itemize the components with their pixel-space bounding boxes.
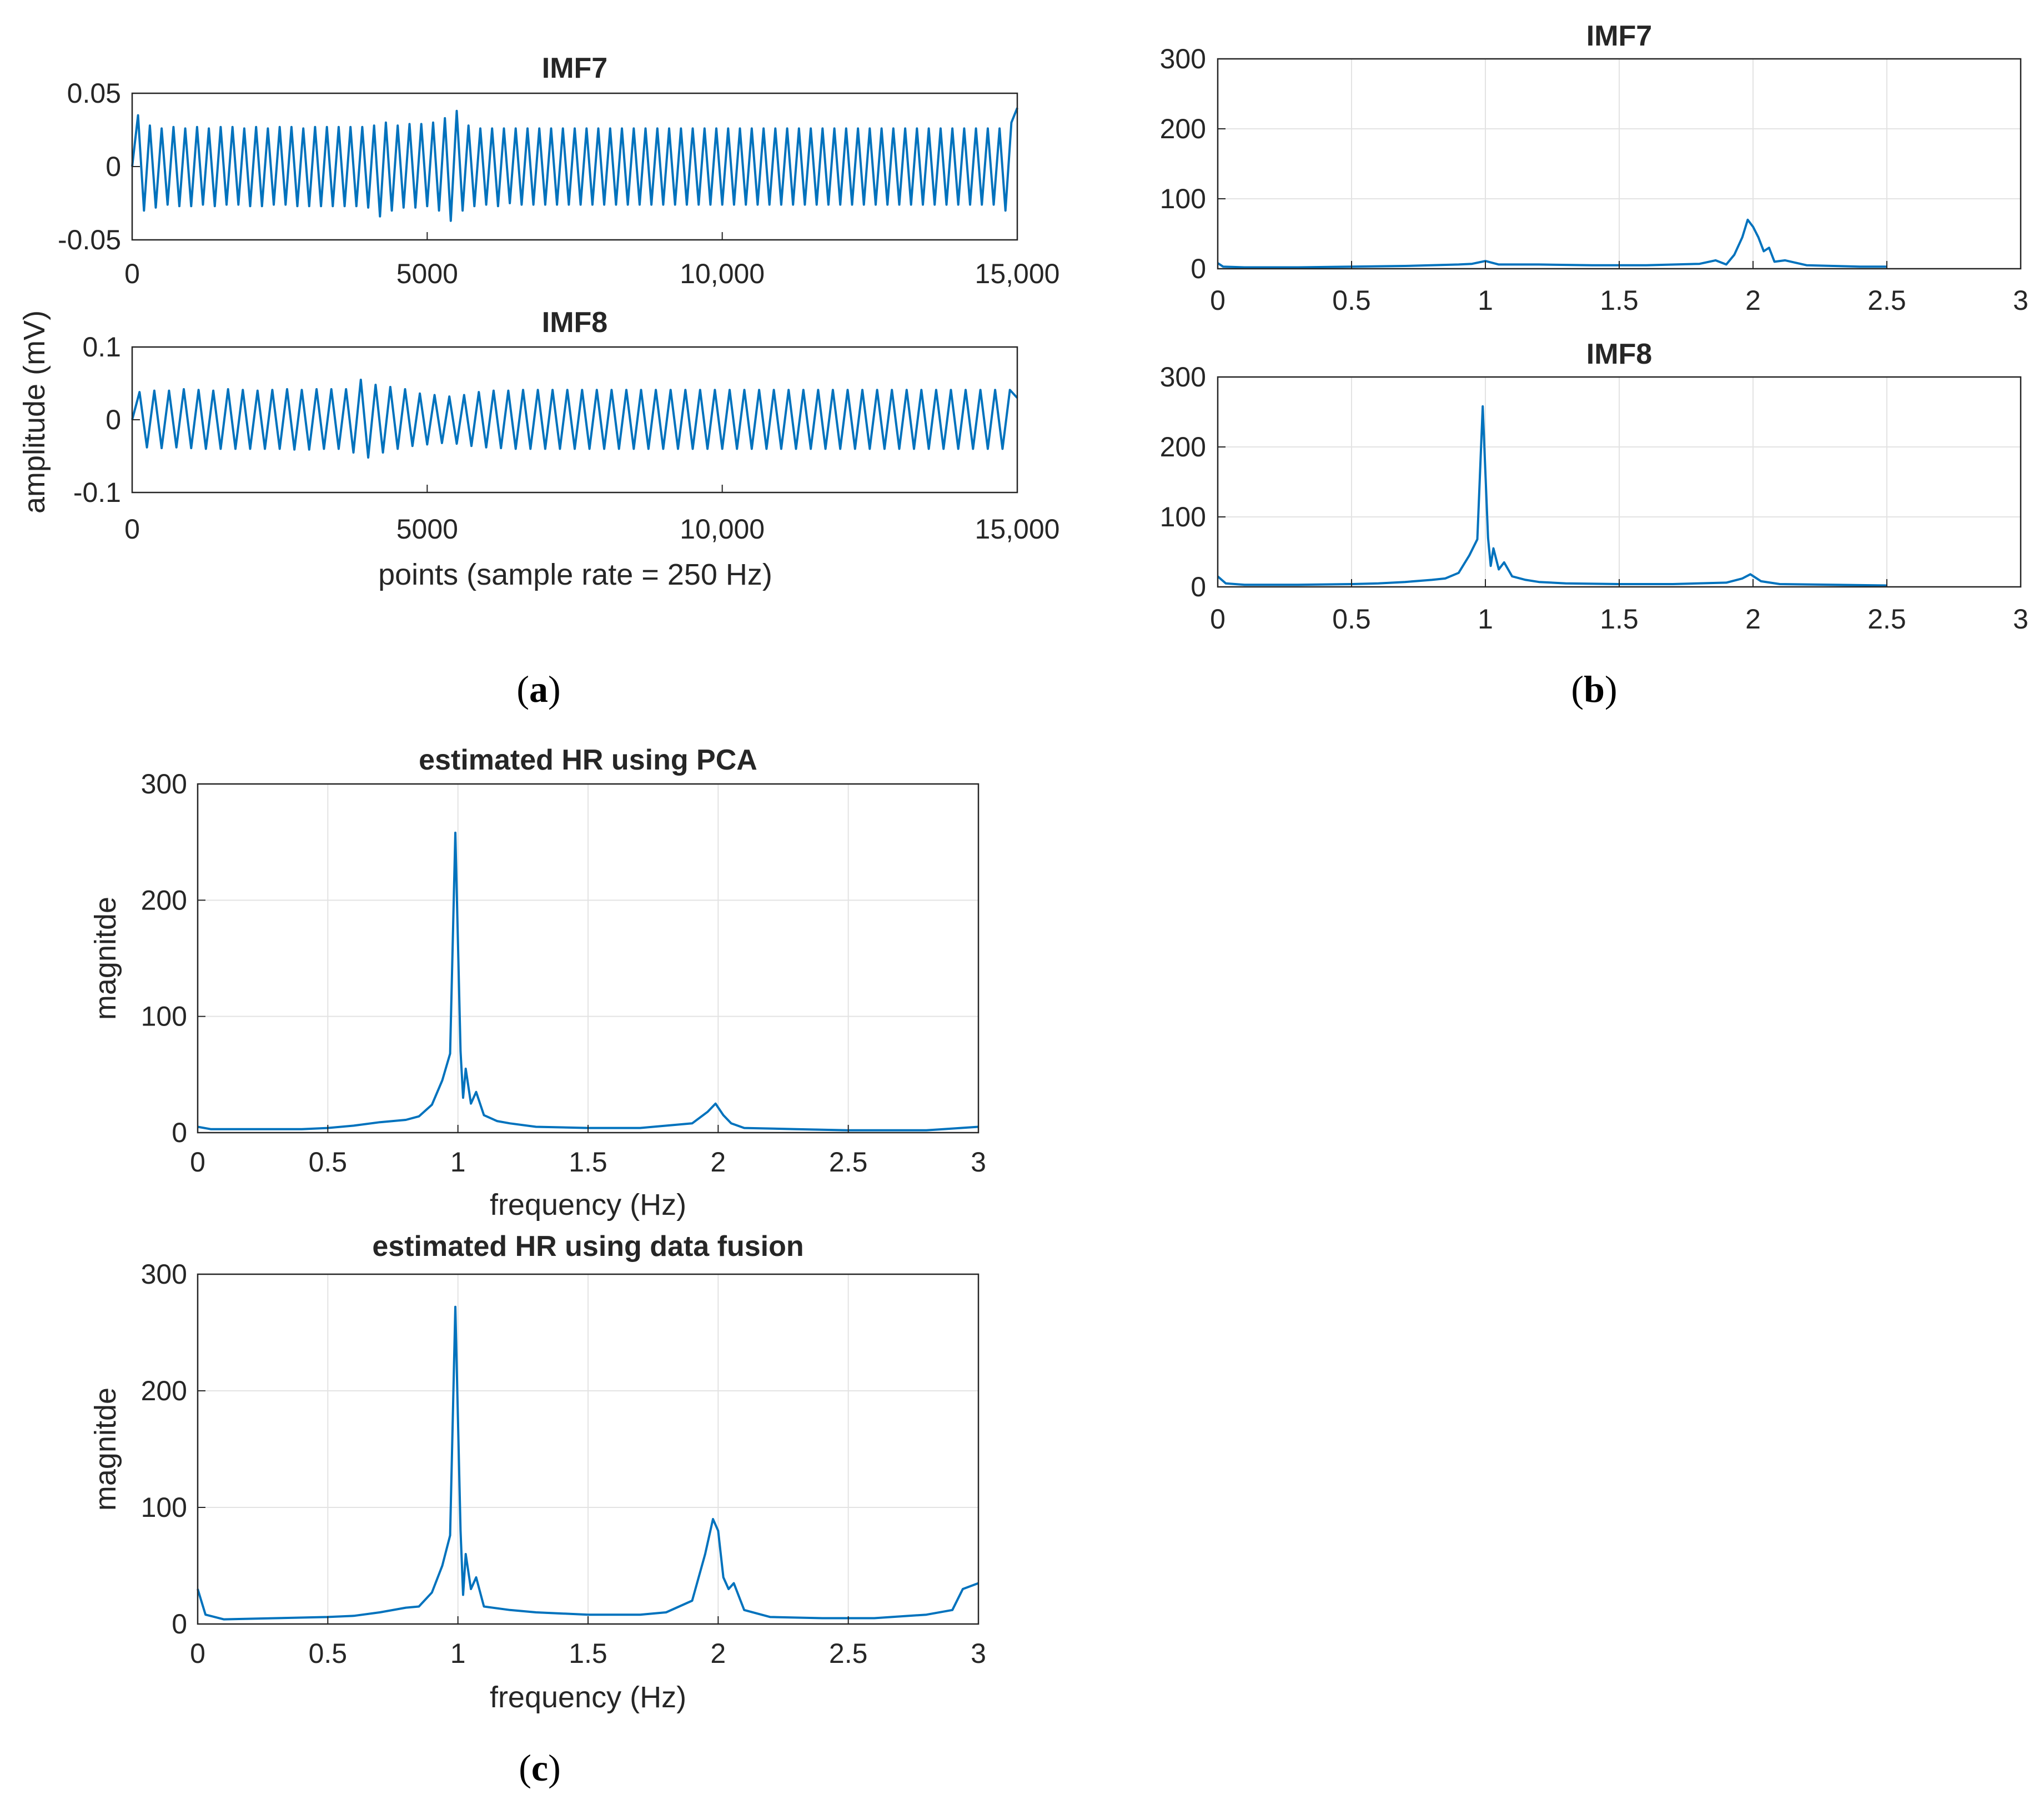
x-tick-label: 0 (190, 1638, 205, 1669)
series-line (197, 831, 979, 1132)
y-tick-label: 200 (141, 884, 187, 916)
x-axis-label: frequency (Hz) (490, 1188, 686, 1221)
y-tick-label: 0.05 (67, 78, 121, 109)
chart-title: IMF8 (542, 306, 607, 339)
x-tick-label: 5000 (396, 258, 458, 289)
y-tick-label: -0.1 (73, 477, 121, 508)
series-line (1217, 218, 1887, 269)
y-tick-label: 300 (1160, 43, 1206, 74)
y-tick-label: 0.1 (82, 331, 121, 363)
panel-label-c: (c) (519, 1747, 561, 1789)
x-tick-label: 2.5 (1867, 604, 1906, 635)
x-tick-label: 1.5 (569, 1147, 607, 1178)
y-tick-label: 200 (141, 1375, 187, 1406)
x-tick-label: 3 (2013, 285, 2028, 316)
panel-a-xlabel: points (sample rate = 250 Hz) (378, 558, 772, 591)
x-tick-label: 1.5 (569, 1638, 607, 1669)
x-tick-label: 0 (1210, 285, 1226, 316)
y-tick-label: 100 (141, 1001, 187, 1032)
series-line (197, 1305, 979, 1621)
x-tick-label: 1 (1478, 604, 1493, 635)
x-tick-label: 1 (450, 1638, 466, 1669)
y-tick-label: 0 (106, 404, 121, 435)
chart-title: estimated HR using data fusion (372, 1230, 803, 1263)
x-tick-label: 0.5 (309, 1147, 348, 1178)
x-tick-label: 3 (971, 1147, 986, 1178)
x-tick-label: 3 (971, 1638, 986, 1669)
x-tick-label: 2 (710, 1638, 726, 1669)
plot-area (132, 93, 1017, 240)
chart-title: IMF8 (1586, 338, 1652, 370)
x-tick-label: 10,000 (680, 514, 765, 545)
chart-title: estimated HR using PCA (419, 744, 757, 776)
series-line (1217, 405, 1887, 587)
y-tick-label: 300 (141, 768, 187, 800)
x-tick-label: 10,000 (680, 258, 765, 289)
x-tick-label: 0.5 (1332, 285, 1371, 316)
y-tick-label: -0.05 (58, 224, 121, 255)
x-tick-label: 15,000 (975, 258, 1060, 289)
y-tick-label: 200 (1160, 431, 1206, 462)
x-tick-label: 2.5 (829, 1638, 868, 1669)
y-tick-label: 100 (1160, 501, 1206, 532)
panel-label-b: (b) (1571, 668, 1617, 710)
x-tick-label: 15,000 (975, 514, 1060, 545)
x-tick-label: 2 (1745, 604, 1761, 635)
x-tick-label: 0 (190, 1147, 205, 1178)
x-tick-label: 2.5 (829, 1147, 868, 1178)
y-tick-label: 200 (1160, 113, 1206, 144)
y-tick-label: 0 (172, 1117, 187, 1148)
x-tick-label: 0.5 (309, 1638, 348, 1669)
chart-title: IMF7 (542, 52, 607, 84)
x-tick-label: 2 (1745, 285, 1761, 316)
chart-b2: 0 0.5 1 1.5 2 2.5 3 0 100 200 300 IMF8 (1160, 338, 2028, 635)
x-tick-label: 2 (710, 1147, 726, 1178)
y-axis-label: magnitde (89, 897, 122, 1020)
chart-title: IMF7 (1586, 20, 1652, 52)
panel-label-a: (a) (516, 668, 560, 710)
x-tick-label: 3 (2013, 604, 2028, 635)
y-tick-label: 100 (141, 1492, 187, 1523)
series-line (131, 379, 1018, 459)
chart-b1: 0 0.5 1 1.5 2 2.5 3 0 100 200 300 IMF7 (1160, 20, 2028, 316)
x-tick-label: 1.5 (1600, 604, 1639, 635)
series-line (131, 107, 1018, 222)
x-tick-label: 1.5 (1600, 285, 1639, 316)
x-tick-label: 5000 (396, 514, 458, 545)
y-tick-label: 300 (141, 1259, 187, 1290)
x-tick-label: 0.5 (1332, 604, 1371, 635)
y-tick-label: 100 (1160, 183, 1206, 214)
x-tick-label: 2.5 (1867, 285, 1906, 316)
x-tick-label: 0 (124, 258, 140, 289)
y-tick-label: 0 (1191, 253, 1206, 284)
x-tick-label: 0 (1210, 604, 1226, 635)
y-tick-label: 300 (1160, 361, 1206, 393)
y-tick-label: 0 (1191, 571, 1206, 602)
x-axis-label: frequency (Hz) (490, 1681, 686, 1714)
y-tick-label: 0 (172, 1608, 187, 1640)
x-tick-label: 1 (450, 1147, 466, 1178)
x-tick-label: 0 (124, 514, 140, 545)
x-tick-label: 1 (1478, 285, 1493, 316)
plot-area (132, 347, 1017, 492)
panel-a-ylabel: amplitude (mV) (18, 310, 51, 514)
y-tick-label: 0 (106, 151, 121, 182)
y-axis-label: magnitde (89, 1387, 122, 1511)
chart-c1: 0 0.5 1 1.5 2 2.5 3 0 100 200 300 estimated HR usin… (89, 744, 986, 1221)
chart-c2: 0 0.5 1 1.5 2 2.5 3 0 100 200 300 estimated HR usin… (89, 1230, 986, 1714)
